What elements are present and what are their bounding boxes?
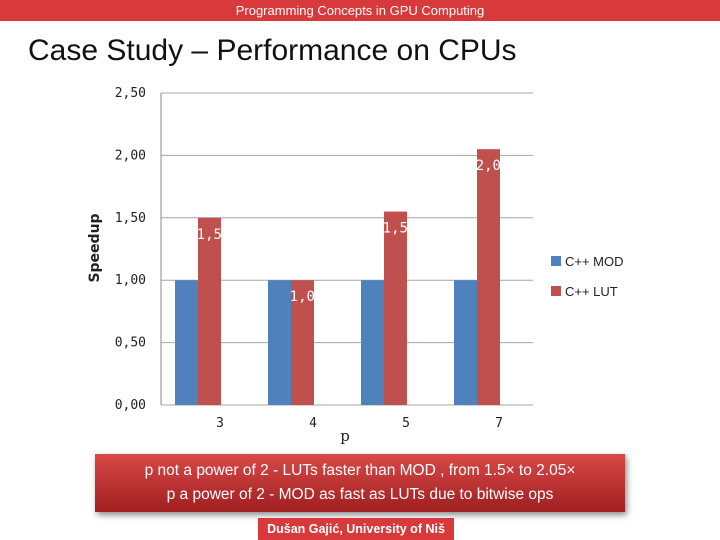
data-label: 1,50 xyxy=(197,227,231,243)
y-tick-label: 2,50 xyxy=(115,86,146,101)
y-tick-label: 2,00 xyxy=(115,148,146,163)
y-tick-label: 0,00 xyxy=(115,398,146,413)
bar-c-mod xyxy=(175,280,198,405)
bar-c-lut xyxy=(477,149,500,405)
x-tick-label: 7 xyxy=(495,416,503,431)
course-header: Programming Concepts in GPU Computing xyxy=(0,0,720,21)
x-axis-label: p xyxy=(340,427,350,445)
callout-line-1: p not a power of 2 - LUTs faster than MO… xyxy=(144,462,576,479)
y-tick-label: 1,00 xyxy=(115,273,146,288)
legend-swatch xyxy=(551,256,561,266)
bar-c-mod xyxy=(454,280,477,405)
bar-c-mod xyxy=(361,280,384,405)
footer-author: Dušan Gajić, University of Niš xyxy=(258,518,454,540)
bar-c-lut xyxy=(384,211,407,405)
legend-entry: C++ LUT xyxy=(565,284,618,299)
bar-c-lut xyxy=(291,280,314,405)
slide-title: Case Study – Performance on CPUs xyxy=(28,34,517,67)
callout-line-2: p a power of 2 - MOD as fast as LUTs due… xyxy=(166,486,554,503)
x-tick-label: 4 xyxy=(309,416,317,431)
y-tick-label: 0,50 xyxy=(115,336,146,351)
legend-swatch xyxy=(551,286,561,296)
bar-c-mod xyxy=(268,280,291,405)
speedup-bar-chart: 0,00 0,50 1,00 1,50 2,00 2,50 1,50 1,00 1,55 2,05… xyxy=(87,86,624,445)
course-title: Programming Concepts in GPU Computing xyxy=(235,3,485,18)
legend-entry: C++ MOD xyxy=(565,254,624,269)
data-label: 1,55 xyxy=(383,221,417,237)
data-label: 1,00 xyxy=(290,289,324,305)
x-tick-label: 5 xyxy=(402,416,410,431)
bar-c-lut xyxy=(198,217,221,405)
y-tick-label: 1,50 xyxy=(115,211,146,226)
data-label: 2,05 xyxy=(476,158,510,174)
summary-callout: p not a power of 2 - LUTs faster than MO… xyxy=(95,454,625,512)
y-axis-label: Speedup xyxy=(87,213,103,282)
x-tick-label: 3 xyxy=(216,416,224,431)
